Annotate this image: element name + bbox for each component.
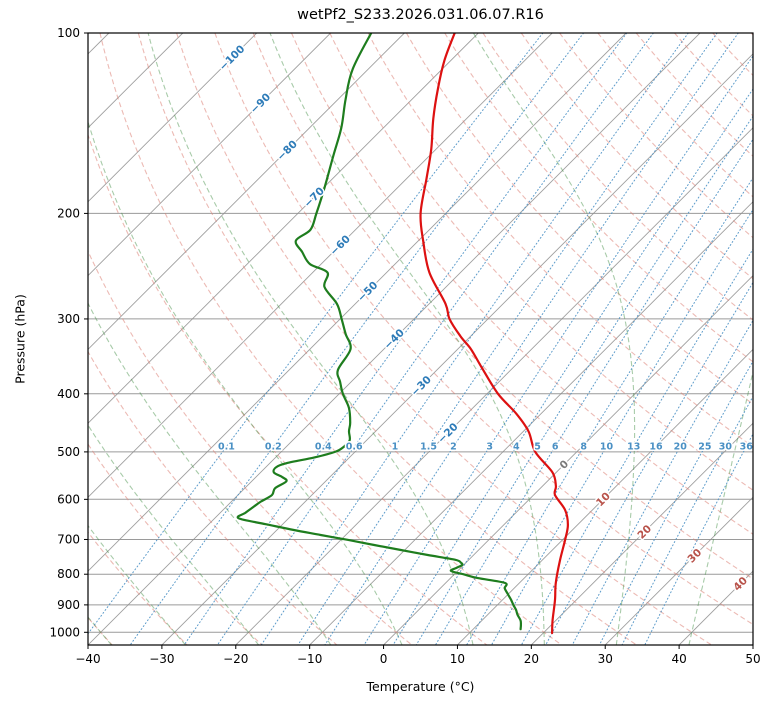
isotherm-label: −90 <box>248 91 273 116</box>
isotherm-label: −30 <box>409 374 434 399</box>
y-tick-label: 900 <box>57 598 80 612</box>
mixing-ratio-label: 0.6 <box>346 442 363 453</box>
x-tick-label: 50 <box>745 652 760 666</box>
x-tick-label: 40 <box>671 652 686 666</box>
y-tick-label: 500 <box>57 445 80 459</box>
isotherm-label: −50 <box>355 279 380 304</box>
moist-adiabat-lines <box>88 33 753 645</box>
isotherm-label: −80 <box>275 138 300 163</box>
mixing-ratio-label: 36 <box>740 442 754 453</box>
x-tick-label: 10 <box>450 652 465 666</box>
x-tick-label: −30 <box>149 652 174 666</box>
mixing-ratio-label: 6 <box>552 442 559 453</box>
chart-title: wetPf2_S233.2026.031.06.07.R16 <box>297 7 544 23</box>
mixing-ratio-label: 1.5 <box>420 442 437 453</box>
mixing-ratio-label: 13 <box>627 442 640 453</box>
mixing-ratio-label: 2 <box>450 442 457 453</box>
y-axis-ticks: 100 200 300 400 500 600 700 800 900 1000 <box>49 26 88 639</box>
mixing-ratio-label: 16 <box>649 442 663 453</box>
mixing-ratio-label: 5 <box>534 442 541 453</box>
y-tick-label: 300 <box>57 312 80 326</box>
pressure-gridlines <box>88 32 753 633</box>
x-tick-label: 30 <box>598 652 613 666</box>
y-tick-label: 700 <box>57 532 80 546</box>
y-tick-label: 600 <box>57 492 80 506</box>
mixing-ratio-label: 0.2 <box>265 442 282 453</box>
mixing-ratio-label: 10 <box>600 442 614 453</box>
x-tick-label: 0 <box>380 652 388 666</box>
isotherm-label: −60 <box>328 233 353 258</box>
isotherm-label: 30 <box>685 547 704 566</box>
y-tick-label: 400 <box>57 387 80 401</box>
mixing-ratio-lines <box>88 33 753 645</box>
x-axis-label: Temperature (°C) <box>366 679 475 694</box>
mixing-ratio-label: 20 <box>674 442 688 453</box>
x-tick-label: −20 <box>223 652 248 666</box>
y-tick-label: 200 <box>57 206 80 220</box>
dewpoint-curve <box>236 33 523 631</box>
x-axis-ticks: −40 −30 −20 −10 0 10 20 30 40 50 <box>75 645 761 666</box>
y-tick-label: 1000 <box>49 625 80 639</box>
mixing-ratio-label: 3 <box>486 442 493 453</box>
mixing-ratio-label: 30 <box>719 442 733 453</box>
x-tick-label: −40 <box>75 652 100 666</box>
temperature-curve <box>419 33 569 635</box>
plot-frame <box>87 32 754 646</box>
isotherm-label: 0 <box>558 458 572 472</box>
isotherm-label: 20 <box>635 523 654 542</box>
mixing-ratio-label: 25 <box>698 442 711 453</box>
isotherm-label: −100 <box>217 43 247 73</box>
isotherm-label: 40 <box>731 575 750 594</box>
mixing-ratio-label: 4 <box>513 442 520 453</box>
mixing-ratio-label: 1 <box>392 442 399 453</box>
y-tick-label: 100 <box>57 26 80 40</box>
y-tick-label: 800 <box>57 567 80 581</box>
mixing-ratio-label: 0.1 <box>218 442 235 453</box>
mixing-ratio-labels: 0.1 0.2 0.4 0.6 1 1.5 2 3 4 5 6 8 10 13 16 20 25 30 36 <box>216 440 754 454</box>
y-axis-label: Pressure (hPa) <box>12 294 28 384</box>
isotherm-label: 10 <box>594 490 613 509</box>
x-tick-label: 20 <box>524 652 539 666</box>
x-tick-label: −10 <box>297 652 322 666</box>
mixing-ratio-label: 8 <box>580 442 587 453</box>
mixing-ratio-label: 0.4 <box>315 442 332 453</box>
